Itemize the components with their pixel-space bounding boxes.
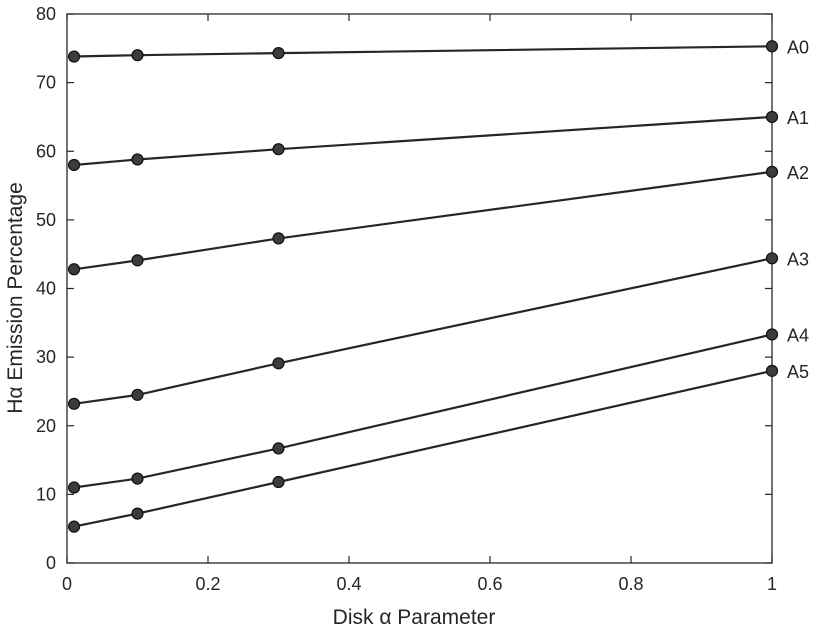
data-point bbox=[765, 364, 779, 377]
y-axis-title: Hα Emission Percentage bbox=[4, 182, 27, 414]
series-a3: A3 bbox=[67, 249, 809, 410]
y-tick-label: 60 bbox=[36, 141, 56, 161]
data-point bbox=[67, 263, 81, 276]
series-a5: A5 bbox=[67, 362, 809, 533]
data-point bbox=[765, 165, 779, 178]
data-point bbox=[131, 472, 144, 485]
x-tick-label: 0 bbox=[62, 574, 72, 594]
x-axis-title: Disk α Parameter bbox=[333, 606, 496, 629]
data-point bbox=[765, 40, 779, 53]
x-tick-label: 0.4 bbox=[336, 574, 361, 594]
y-tick-label: 20 bbox=[36, 416, 56, 436]
series-label: A3 bbox=[787, 249, 809, 269]
x-tick-label: 0.6 bbox=[477, 574, 502, 594]
series-line bbox=[73, 333, 773, 489]
series-label: A0 bbox=[787, 37, 809, 57]
y-tick-label: 50 bbox=[36, 210, 56, 230]
series-a2: A2 bbox=[67, 163, 809, 276]
y-tick-label: 40 bbox=[36, 279, 56, 299]
series-line bbox=[73, 257, 773, 405]
series-line bbox=[73, 369, 773, 528]
data-point bbox=[272, 475, 285, 489]
data-point bbox=[67, 397, 81, 410]
x-tick-label: 0.8 bbox=[618, 574, 643, 594]
data-point bbox=[765, 328, 779, 341]
series-label: A2 bbox=[787, 163, 809, 183]
y-tick-label: 30 bbox=[36, 347, 56, 367]
data-point bbox=[272, 442, 285, 455]
data-point bbox=[67, 481, 81, 494]
series-label: A1 bbox=[787, 108, 809, 128]
x-tick-label: 1 bbox=[767, 574, 777, 594]
series-label: A5 bbox=[787, 362, 809, 382]
data-point bbox=[765, 252, 779, 265]
data-point bbox=[272, 143, 285, 156]
y-tick-label: 80 bbox=[36, 4, 56, 24]
data-point bbox=[765, 110, 779, 124]
data-point bbox=[67, 520, 81, 533]
series-a0: A0 bbox=[67, 37, 809, 63]
data-point bbox=[67, 158, 81, 172]
x-tick-label: 0.2 bbox=[195, 574, 220, 594]
y-tick-label: 10 bbox=[36, 484, 56, 504]
series-line bbox=[73, 170, 773, 271]
plot-frame bbox=[66, 13, 773, 564]
data-point bbox=[272, 232, 285, 245]
data-point bbox=[272, 47, 285, 60]
data-point bbox=[131, 49, 144, 62]
series-group: A0 A1 A2 A3 A4 A5 bbox=[67, 37, 809, 533]
y-tick-label: 70 bbox=[36, 73, 56, 93]
series-a4: A4 bbox=[67, 325, 809, 494]
data-point bbox=[131, 388, 144, 401]
series-line bbox=[73, 115, 773, 167]
data-point bbox=[67, 50, 81, 63]
series-a1: A1 bbox=[67, 108, 809, 172]
data-point bbox=[272, 357, 285, 370]
data-point bbox=[131, 254, 144, 267]
data-point bbox=[131, 507, 144, 520]
series-line bbox=[73, 45, 773, 58]
series-label: A4 bbox=[787, 325, 809, 345]
data-point bbox=[131, 153, 144, 166]
y-tick-label: 0 bbox=[46, 553, 56, 573]
